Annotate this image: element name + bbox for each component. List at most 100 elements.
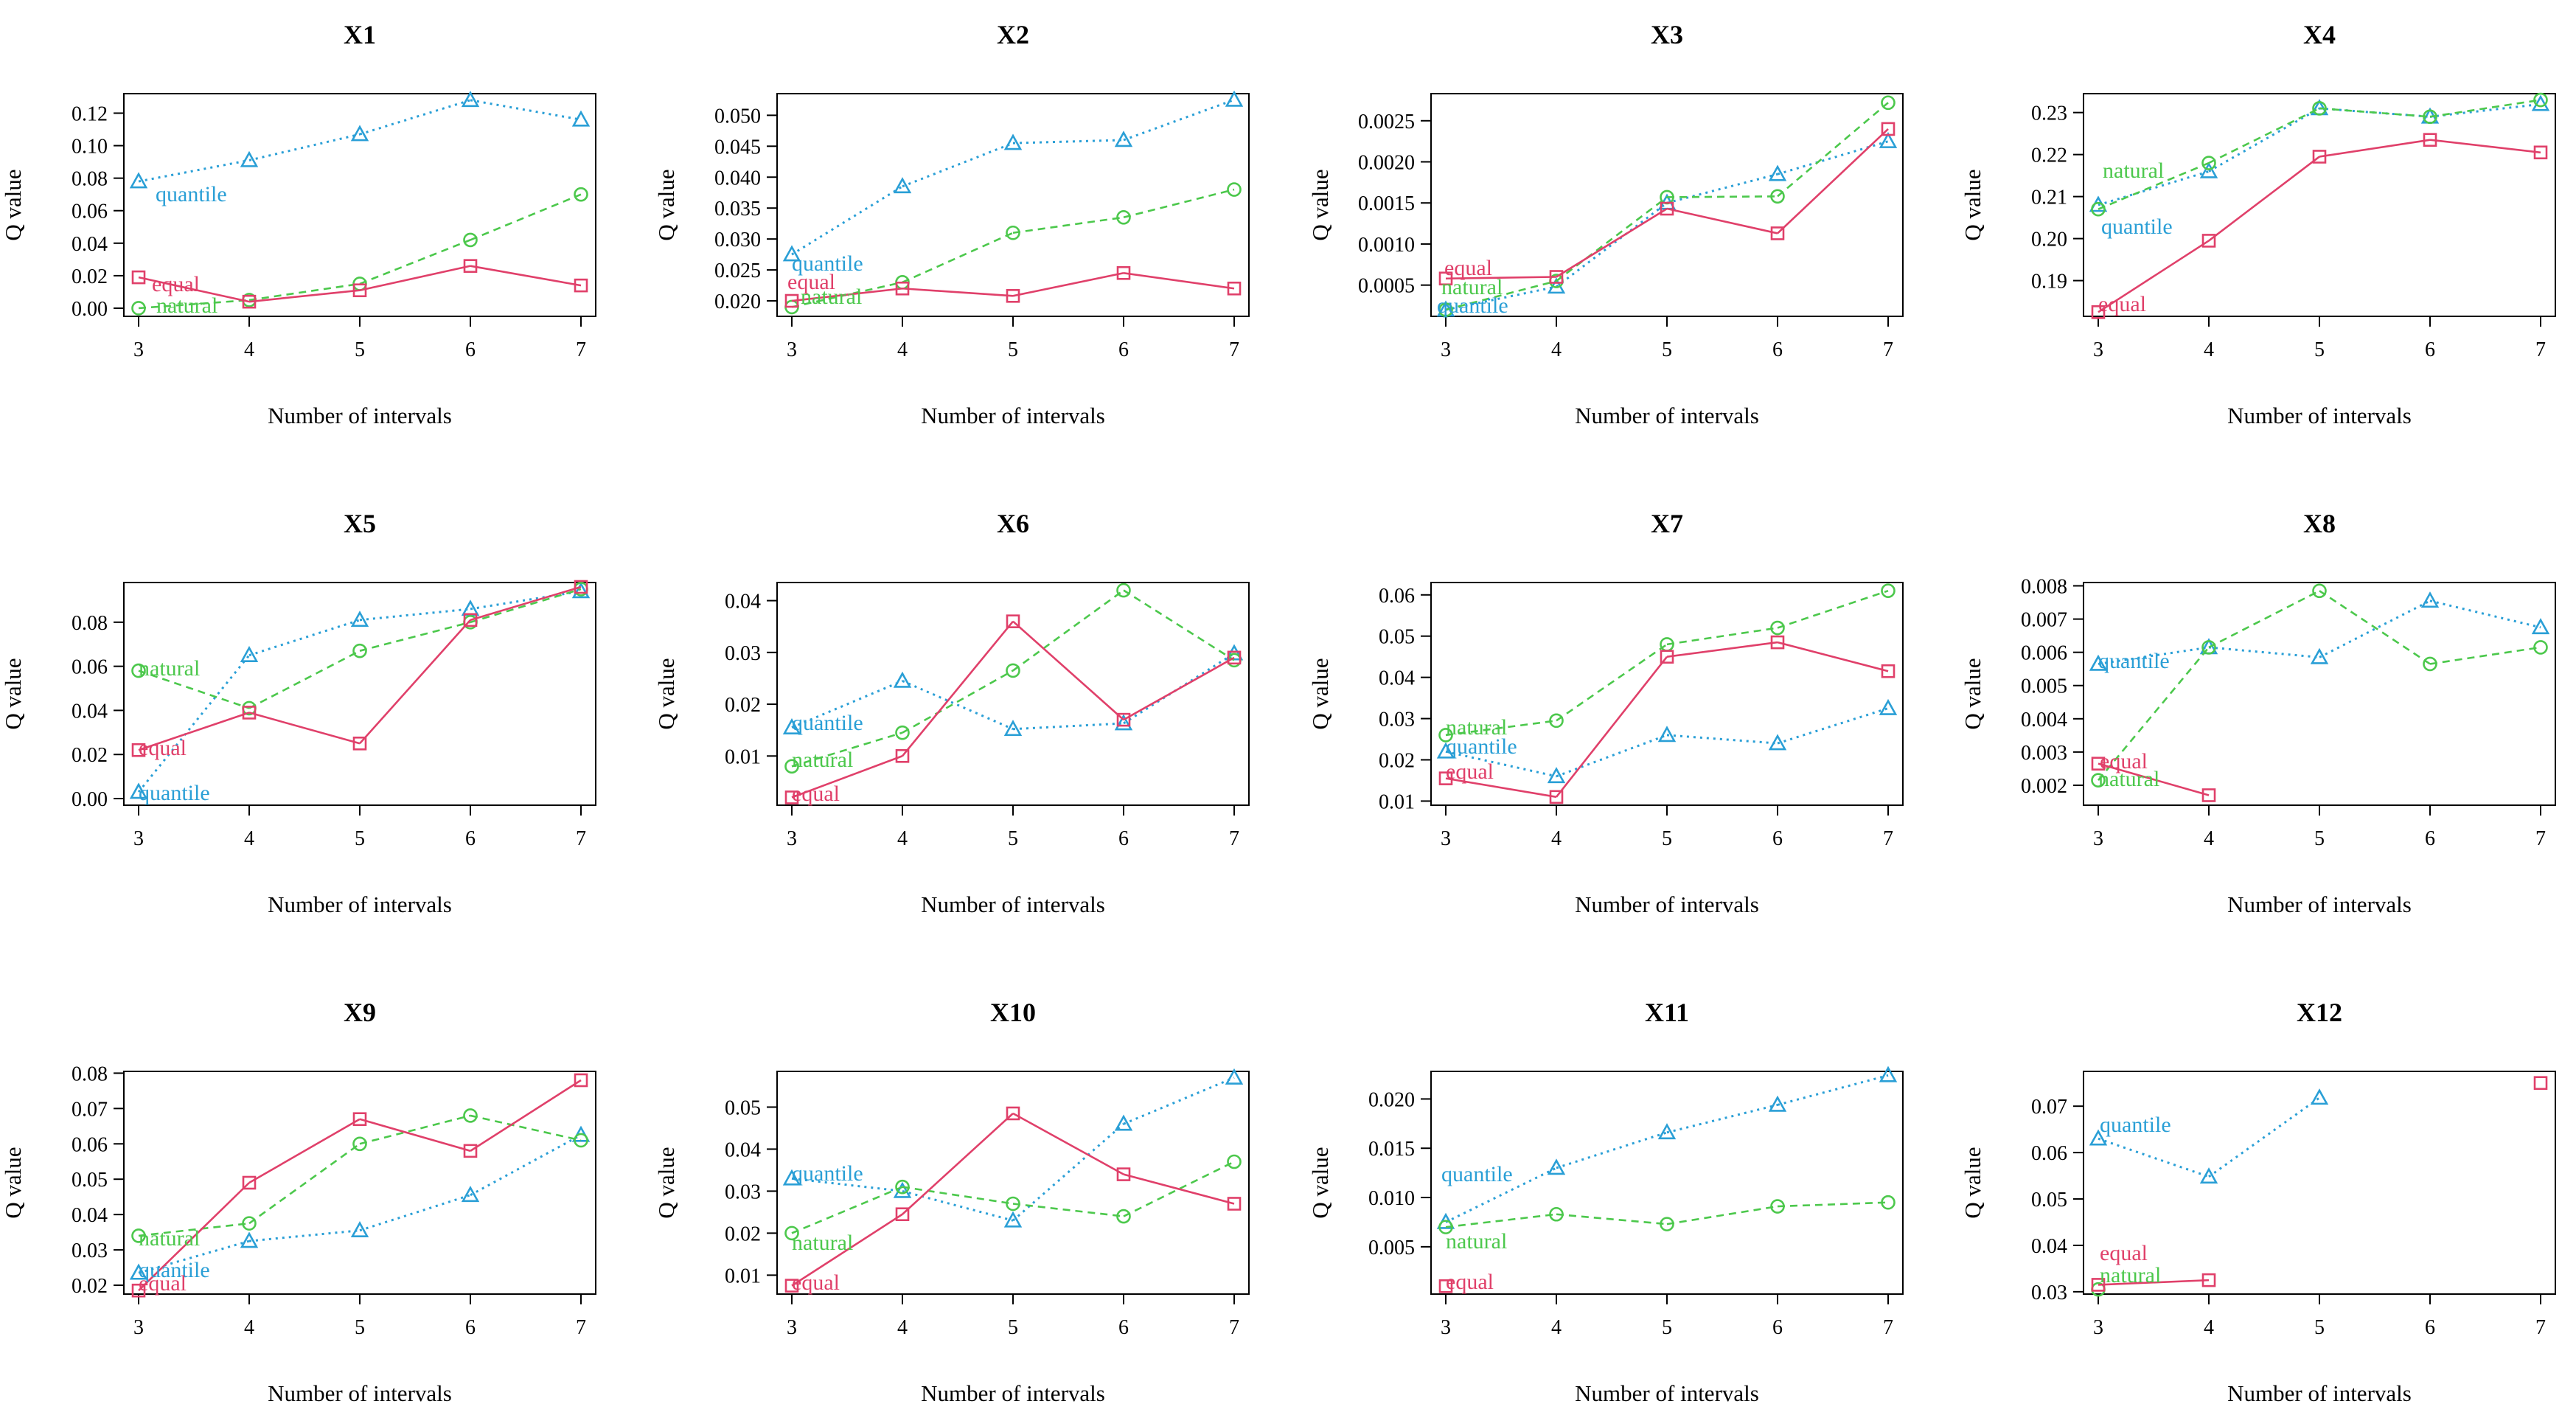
- x-tick-label: 3: [1441, 1316, 1451, 1339]
- data-point-equal: [2091, 757, 2106, 771]
- panel-title: X5: [344, 509, 376, 538]
- series-line-segment: [1445, 720, 1557, 737]
- x-tick-label: 6: [2425, 1316, 2435, 1339]
- series-line-segment: [1012, 620, 1124, 721]
- series-line-segment: [1556, 196, 1668, 282]
- series-line-segment: [359, 621, 471, 652]
- series-line-segment: [470, 193, 582, 241]
- data-point-equal: [131, 1283, 146, 1298]
- data-point-equal: [1770, 226, 1785, 240]
- data-point-quantile: [2089, 1129, 2108, 1146]
- data-point-quantile: [893, 177, 912, 194]
- data-point-quantile: [1768, 734, 1787, 751]
- data-point-quantile: [1547, 767, 1566, 784]
- y-axis-label: Q value: [1960, 1147, 1985, 1218]
- y-tick-label: 0.035: [714, 198, 761, 220]
- plot-frame: [2083, 1071, 2556, 1295]
- x-tick-label: 5: [1008, 338, 1018, 361]
- x-tick-label: 7: [2535, 1316, 2546, 1339]
- series-line-segment: [248, 282, 361, 302]
- series-label-equal: equal: [787, 270, 835, 294]
- panel-title: X10: [990, 998, 1036, 1027]
- x-tick-label: 5: [1662, 338, 1672, 361]
- series-quantile: [782, 1068, 1244, 1228]
- x-axis-label: Number of intervals: [2227, 891, 2412, 917]
- x-tick-label: 6: [1772, 827, 1783, 850]
- x-tick-label: 4: [897, 827, 908, 850]
- data-point-equal: [1227, 1197, 1242, 1211]
- panel-x8: X8 3 4 5 6 7 Number of intervals 0.002 0.003 0.00…: [1960, 509, 2556, 917]
- x-tick-label: 4: [897, 1316, 908, 1339]
- y-tick-label: 0.23: [2031, 102, 2067, 125]
- data-point-quantile: [2310, 647, 2329, 664]
- series-line-segment: [1777, 1201, 1889, 1208]
- y-tick-label: 0.030: [714, 229, 761, 251]
- series-line-segment: [359, 608, 471, 622]
- data-point-natural: [2091, 201, 2106, 217]
- series-line-segment: [2319, 107, 2431, 118]
- series-line-segment: [2208, 156, 2320, 242]
- series-label-equal: equal: [139, 1271, 187, 1296]
- x-tick-label: 7: [1883, 827, 1893, 850]
- series-line-segment: [137, 654, 251, 793]
- y-tick-label: 0.002: [2021, 775, 2067, 798]
- series-line-segment: [1556, 202, 1668, 288]
- data-point-quantile: [1879, 1065, 1898, 1082]
- series-line-segment: [2319, 599, 2431, 658]
- series-line-segment: [248, 289, 361, 303]
- y-tick-label: 0.03: [72, 1240, 108, 1262]
- series-line-segment: [248, 712, 361, 745]
- y-tick-label: 0.03: [725, 1181, 761, 1203]
- series-equal: [784, 614, 1242, 804]
- x-axis-label: Number of intervals: [1575, 1380, 1759, 1406]
- series-line-segment: [1777, 589, 1889, 629]
- y-tick-label: 0.06: [72, 1133, 108, 1156]
- data-point-equal: [242, 294, 257, 309]
- data-point-quantile: [350, 125, 369, 142]
- series-line-segment: [1556, 207, 1668, 278]
- data-point-natural: [895, 725, 910, 740]
- y-axis-label: Q value: [0, 1147, 26, 1218]
- y-tick-label: 0.05: [2031, 1189, 2067, 1211]
- y-tick-label: 0.008: [2021, 576, 2067, 599]
- series-line-segment: [1012, 722, 1124, 731]
- y-axis-label: Q value: [653, 169, 679, 240]
- data-point-quantile: [1225, 90, 1244, 107]
- x-tick-label: 6: [465, 827, 476, 850]
- series-line-segment: [359, 1194, 471, 1232]
- y-tick-label: 0.06: [72, 201, 108, 223]
- series-natural: [131, 582, 588, 716]
- y-tick-label: 0.020: [714, 291, 761, 313]
- series-line-segment: [1123, 652, 1235, 725]
- series-line-segment: [2098, 1137, 2210, 1178]
- series-line-segment: [359, 239, 471, 285]
- series-label-equal: equal: [792, 1270, 840, 1295]
- data-point-natural: [1770, 189, 1785, 204]
- series-line-segment: [1012, 272, 1124, 297]
- x-tick-label: 7: [1883, 1316, 1893, 1339]
- series-label-natural: natural: [139, 656, 200, 681]
- series-label-equal: equal: [152, 272, 200, 296]
- series-line-segment: [1666, 1103, 1778, 1134]
- y-tick-label: 0.006: [2021, 642, 2067, 665]
- data-point-quantile: [1657, 726, 1677, 743]
- series-line-segment: [138, 276, 250, 303]
- series-line-segment: [1445, 1167, 1557, 1223]
- x-tick-label: 6: [1772, 338, 1783, 361]
- series-line-segment: [1123, 656, 1235, 721]
- series-natural: [1438, 583, 1896, 743]
- x-tick-label: 6: [2425, 827, 2435, 850]
- x-tick-label: 4: [2204, 827, 2214, 850]
- series-line-segment: [1777, 707, 1889, 745]
- series-quantile: [1436, 698, 1898, 784]
- series-line-segment: [2098, 646, 2210, 665]
- y-tick-label: 0.04: [72, 700, 108, 723]
- series-line-segment: [138, 1182, 250, 1292]
- series-label-natural: natural: [792, 1231, 853, 1255]
- data-point-equal: [352, 283, 367, 298]
- data-point-natural: [463, 1108, 478, 1123]
- y-tick-label: 0.07: [72, 1098, 108, 1121]
- x-tick-label: 5: [2314, 1316, 2325, 1339]
- series-line-segment: [902, 142, 1014, 188]
- data-point-natural: [1227, 1154, 1242, 1169]
